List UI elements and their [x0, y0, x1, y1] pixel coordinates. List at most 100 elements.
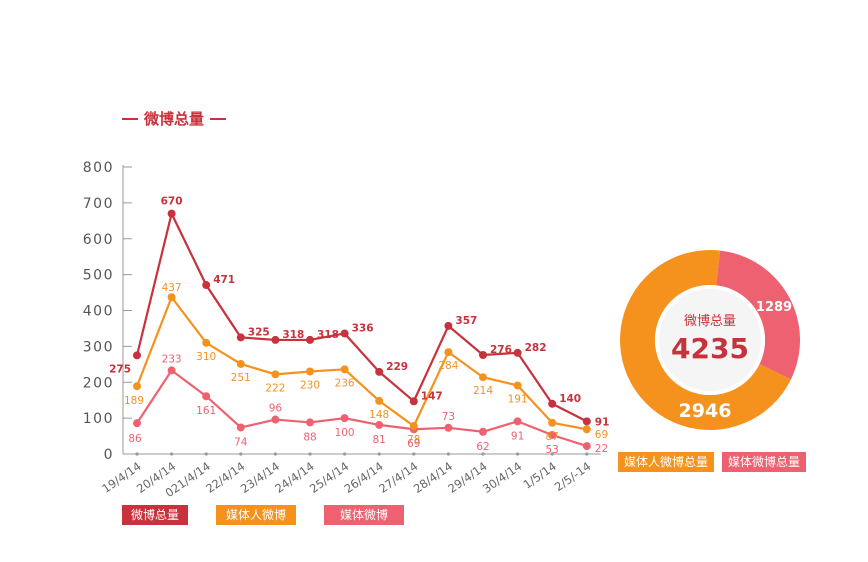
series-media-person-data-label: 191: [508, 393, 528, 405]
series-media-data-label: 91: [511, 430, 524, 442]
series-media-data-label: 69: [407, 438, 420, 450]
x-tick-label: 1/5/14: [521, 459, 559, 492]
series-media-person-point: [133, 382, 141, 391]
series-media-person-data-label: 437: [162, 282, 182, 294]
series-media-point: [236, 423, 245, 432]
x-tick-dot: [204, 452, 208, 456]
legend-media-person[interactable]: 媒体人微博: [216, 505, 296, 525]
series-total-data-label: 282: [525, 342, 547, 354]
series-media-point: [548, 430, 557, 439]
series-media-person-point: [548, 418, 557, 427]
series-total-point: [340, 329, 349, 338]
x-tick-dot: [170, 452, 174, 456]
x-tick-dot: [273, 452, 277, 456]
legend-media-person-total[interactable]: 媒体人微博总量: [618, 452, 715, 472]
donut-slice-media-person: [620, 249, 791, 431]
series-total-data-label: 276: [490, 344, 512, 356]
y-tick-label: 300: [83, 339, 114, 355]
series-total-data-label: 140: [559, 393, 581, 405]
series-media-person-point: [409, 422, 418, 431]
x-tick-dot: [550, 452, 554, 456]
x-tick-dot: [446, 452, 450, 456]
series-total-data-label: 471: [213, 274, 235, 286]
series-media-point: [202, 392, 211, 401]
series-media-person-line: [135, 294, 588, 431]
y-tick-label: 0: [104, 447, 114, 463]
series-total-point: [271, 335, 280, 344]
y-tick-label: 200: [83, 375, 114, 391]
x-tick-label: 2/5/-14: [552, 459, 594, 494]
series-media-person-point: [513, 381, 522, 390]
series-media-point: [375, 420, 384, 429]
series-total-data-label: 318: [317, 329, 339, 341]
series-media-person-data-label: 222: [265, 382, 285, 394]
series-total-point: [133, 351, 141, 360]
x-tick-dot: [585, 452, 589, 456]
legend-total[interactable]: 微博总量: [122, 505, 188, 525]
series-total-data-label: 670: [161, 196, 183, 208]
chart-title: 微博总量: [122, 108, 227, 129]
series-media-person-data-label: 78: [407, 434, 420, 446]
series-media-data-label: 53: [546, 444, 559, 456]
series-media-data-label: 62: [476, 441, 489, 453]
series-media-person-point: [479, 373, 487, 382]
y-tick-label: 600: [83, 232, 114, 248]
legend-media[interactable]: 媒体微博: [324, 505, 404, 525]
y-tick-label: 500: [83, 268, 114, 284]
series-media-point: [167, 366, 176, 375]
series-media-person-point: [375, 396, 384, 405]
x-tick-dot: [308, 452, 312, 456]
line-legend: 微博总量 媒体人微博 媒体微博: [122, 505, 404, 525]
chart-title-text: 微博总量: [144, 110, 205, 128]
y-tick-label: 700: [83, 196, 114, 212]
series-media-point: [444, 423, 453, 432]
series-media-point: [513, 417, 522, 426]
y-tick-label: 400: [83, 304, 114, 320]
donut-center: [659, 289, 761, 391]
x-tick-dot: [377, 452, 381, 456]
series-total-data-label: 229: [386, 361, 408, 373]
series-media-person-point: [582, 425, 591, 434]
series-total-point: [513, 348, 522, 357]
series-media-data-label: 86: [128, 433, 142, 445]
x-tick-dot: [239, 452, 243, 456]
series-total-data-label: 275: [109, 363, 131, 375]
title-dash-right: [210, 117, 227, 120]
series-total-point: [548, 399, 557, 408]
series-media-person-point: [306, 367, 314, 376]
donut-slice-media-value: 1289: [756, 300, 792, 315]
series-media-person-data-label: 310: [196, 351, 216, 363]
series-media-person-data-label: 87: [546, 431, 559, 443]
y-tick-label: 100: [83, 411, 114, 427]
donut-center-label: 微博总量: [684, 314, 736, 329]
series-total-point: [409, 397, 418, 406]
series-media-point: [582, 442, 591, 451]
series-media-person-data-label: 214: [473, 385, 493, 397]
series-media-data-label: 88: [303, 431, 316, 443]
x-tick-dot: [343, 452, 347, 456]
series-media-person-data-label: 189: [124, 395, 144, 407]
series-media-data-label: 96: [269, 403, 283, 415]
series-media-person-data-label: 69: [595, 429, 608, 441]
donut-slice-media: [716, 250, 800, 380]
series-total-point: [236, 333, 245, 342]
x-tick-dot: [135, 452, 139, 456]
series-total-point: [306, 335, 314, 344]
series-media-person-data-label: 236: [335, 377, 355, 389]
series-media-point: [271, 415, 280, 424]
title-dash-left: [122, 117, 138, 120]
donut-center-value: 4235: [671, 332, 749, 365]
series-media-person-point: [202, 338, 211, 347]
series-media-person-data-label: 251: [231, 372, 251, 384]
series-media-data-label: 22: [595, 443, 608, 455]
series-total-point: [375, 367, 384, 376]
series-media-line: [136, 368, 588, 448]
series-total-data-label: 325: [248, 326, 270, 338]
series-total-point: [167, 209, 176, 218]
series-media-data-label: 73: [442, 411, 455, 423]
x-tick-dot: [516, 452, 520, 456]
series-media-data-label: 161: [196, 405, 216, 417]
series-total-point: [479, 350, 487, 359]
series-total-data-label: 318: [282, 329, 304, 341]
legend-media-total[interactable]: 媒体微博总量: [722, 452, 807, 472]
